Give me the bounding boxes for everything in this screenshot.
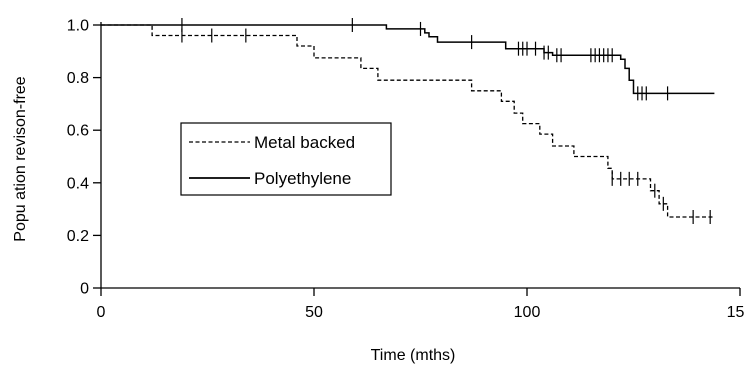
x-tick-label: 0	[97, 304, 106, 321]
series-line-metal-backed	[101, 24, 715, 218]
legend: Metal backed Polyethylene	[180, 122, 392, 196]
x-tick-label: 50	[305, 304, 323, 321]
legend-label-polyethylene: Polyethylene	[254, 169, 351, 188]
y-tick-label: 0.6	[67, 123, 89, 140]
y-tick-label: 0.2	[67, 228, 89, 245]
y-tick-label: 0.8	[67, 70, 89, 87]
y-axis-title: Popu ation revison-free	[12, 76, 29, 242]
y-tick-label: 1.0	[67, 18, 89, 35]
series-line-polyethylene	[101, 24, 715, 95]
legend-label-metal-backed: Metal backed	[254, 133, 355, 152]
legend-box	[180, 122, 392, 196]
series-layer	[101, 18, 715, 224]
x-axis-title: Time (mths)	[371, 347, 456, 364]
x-tick-label: 100	[514, 304, 541, 321]
y-tick-label: 0	[80, 281, 89, 298]
axes: 0 0.2 0.4 0.6 0.8 1.0 0 50 100 150	[67, 18, 745, 322]
x-tick-label: 150	[727, 304, 745, 321]
y-tick-label: 0.4	[67, 175, 89, 192]
